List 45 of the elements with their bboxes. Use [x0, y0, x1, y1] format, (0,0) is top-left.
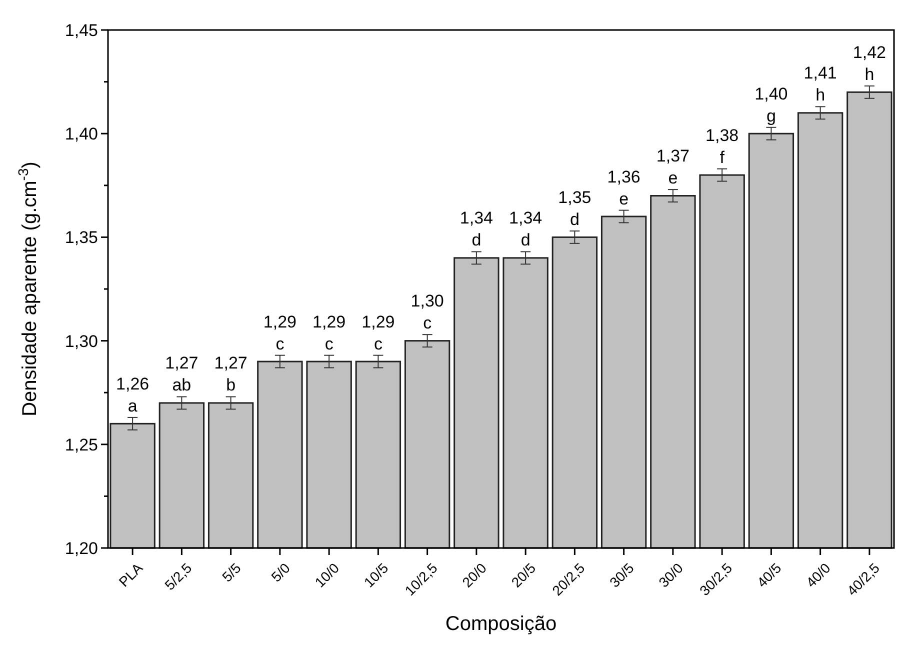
y-tick-label: 1,25 [64, 435, 98, 454]
data-label: 1,27 [165, 354, 198, 373]
annotation: ab [172, 376, 192, 395]
annotation: c [374, 334, 383, 354]
data-label: 1,34 [509, 208, 542, 228]
annotation: e [619, 189, 629, 208]
data-label: 1,40 [754, 84, 788, 104]
annotation: f [720, 148, 725, 167]
data-label: 1,26 [116, 374, 150, 394]
annotation: h [864, 64, 874, 84]
data-label: 1,42 [852, 42, 886, 62]
annotation: c [276, 334, 285, 354]
data-label: 1,34 [460, 208, 493, 228]
annotation: c [423, 314, 432, 333]
annotation: a [128, 396, 138, 416]
y-tick-label: 1,35 [64, 228, 98, 248]
x-tick-label: 40/5 [754, 560, 784, 590]
annotation: d [520, 230, 530, 250]
y-tick-label: 1,40 [64, 124, 98, 144]
x-axis-title: Composição [445, 613, 557, 635]
annotation: d [472, 230, 482, 250]
data-label: 1,37 [656, 146, 690, 166]
y-tick-label: 1,45 [64, 20, 98, 40]
annotation: d [570, 210, 580, 229]
annotation: g [766, 106, 776, 126]
data-label: 1,27 [214, 354, 248, 373]
data-label: 1,41 [804, 64, 837, 83]
data-label: 1,29 [312, 312, 346, 332]
y-tick-label: 1,20 [64, 538, 98, 558]
x-tick-label: 5/5 [218, 560, 244, 585]
annotation: e [668, 168, 678, 188]
data-label: 1,36 [607, 167, 640, 186]
data-label: 1,35 [558, 188, 592, 207]
x-tick-label: 5/0 [268, 560, 294, 585]
x-tick-label: 30/0 [655, 560, 686, 590]
data-label: 1,29 [263, 312, 296, 332]
data-label: 1,38 [706, 126, 739, 145]
annotation: h [816, 86, 826, 105]
y-tick-label: 1,30 [64, 332, 98, 351]
x-tick-label: 40/0 [802, 560, 834, 590]
data-label: 1,30 [410, 292, 444, 311]
data-label: 1,29 [362, 312, 395, 332]
annotation: c [324, 334, 334, 354]
annotation: b [226, 376, 236, 395]
x-tick-label: PLA [116, 559, 146, 590]
